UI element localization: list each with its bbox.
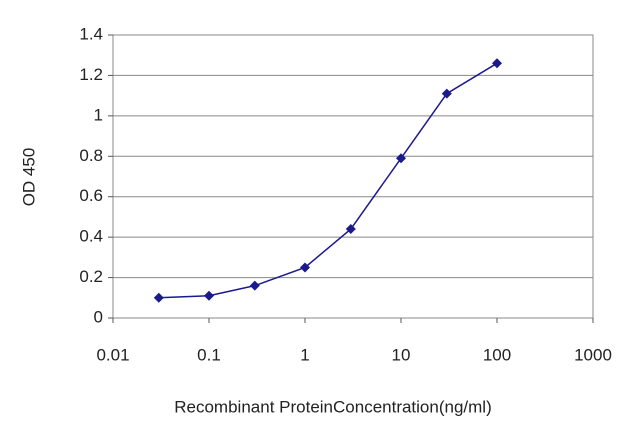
data-point <box>345 224 356 235</box>
data-point <box>396 153 406 164</box>
y-tick-label: 1.4 <box>79 24 103 43</box>
x-tick-label: 100 <box>483 345 511 364</box>
data-point <box>300 262 310 273</box>
x-tick-label: 10 <box>392 345 411 364</box>
data-point <box>441 88 452 99</box>
x-tick-label: 1 <box>300 345 309 364</box>
x-tick-label: 0.01 <box>96 345 129 364</box>
y-tick-label: 1.2 <box>79 65 103 84</box>
data-point <box>492 58 502 69</box>
y-tick-label: 0.8 <box>79 146 103 165</box>
data-point <box>153 292 164 303</box>
plot-area <box>112 34 594 319</box>
x-tick-label: 0.1 <box>197 345 221 364</box>
data-point <box>204 290 214 301</box>
y-tick-label: 0.4 <box>79 227 103 246</box>
data-point <box>249 280 260 291</box>
series-line <box>158 62 498 299</box>
x-axis-label: Recombinant ProteinConcentration(ng/ml) <box>174 397 492 416</box>
y-tick-label: 0.6 <box>79 186 103 205</box>
y-tick-label: 1 <box>94 105 103 124</box>
x-tick-label: 1000 <box>574 345 612 364</box>
y-tick-label: 0 <box>94 307 103 326</box>
y-axis-label: OD 450 <box>19 148 38 207</box>
y-tick-label: 0.2 <box>79 267 103 286</box>
